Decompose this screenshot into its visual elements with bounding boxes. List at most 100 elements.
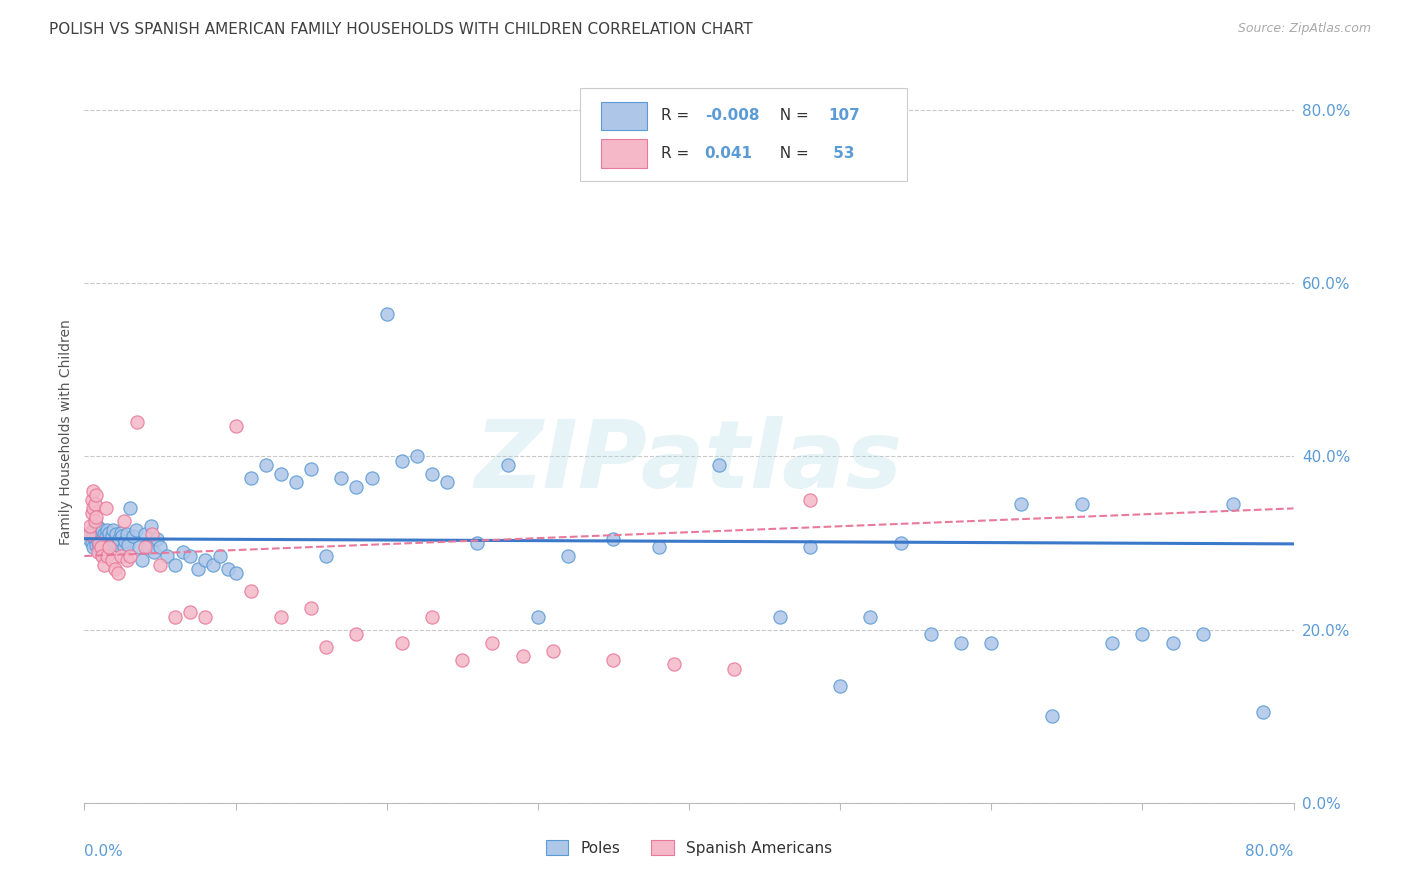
Point <box>82 529 104 543</box>
Point <box>107 538 129 552</box>
Text: POLISH VS SPANISH AMERICAN FAMILY HOUSEHOLDS WITH CHILDREN CORRELATION CHART: POLISH VS SPANISH AMERICAN FAMILY HOUSEH… <box>49 22 752 37</box>
Point <box>194 553 217 567</box>
Point <box>1071 497 1094 511</box>
Point <box>1130 627 1153 641</box>
Point <box>80 523 103 537</box>
Point <box>406 450 429 464</box>
Point <box>285 475 308 490</box>
Point <box>77 532 100 546</box>
Point <box>111 529 134 543</box>
Point <box>112 515 135 529</box>
Point <box>134 541 156 555</box>
Point <box>451 653 474 667</box>
Point <box>830 679 852 693</box>
Point <box>93 536 115 550</box>
Point <box>391 454 413 468</box>
Point <box>91 532 114 546</box>
Point <box>602 532 624 546</box>
Point <box>141 527 163 541</box>
Point <box>91 549 114 563</box>
Point <box>79 518 101 533</box>
Point <box>139 518 162 533</box>
Point <box>225 419 247 434</box>
Point <box>149 558 172 572</box>
Point <box>108 532 131 546</box>
Point <box>890 536 912 550</box>
Point <box>98 538 121 552</box>
Point <box>1040 709 1063 723</box>
Point <box>131 553 153 567</box>
Point <box>225 566 247 581</box>
Point <box>1192 627 1215 641</box>
Point <box>118 501 141 516</box>
Point <box>330 471 353 485</box>
Point <box>94 501 117 516</box>
Point <box>165 609 187 624</box>
Point <box>315 549 337 563</box>
Point <box>920 627 942 641</box>
Point <box>96 536 118 550</box>
Point <box>87 534 110 549</box>
Point <box>87 544 110 558</box>
Point <box>799 492 821 507</box>
Point <box>94 541 117 555</box>
Point <box>121 529 143 543</box>
Point <box>87 520 110 534</box>
Point <box>723 662 745 676</box>
Point <box>101 523 124 537</box>
Point <box>187 562 209 576</box>
Point <box>209 549 232 563</box>
Point <box>769 609 792 624</box>
Point <box>420 467 443 481</box>
Text: N =: N = <box>770 146 814 161</box>
Point <box>527 609 550 624</box>
Point <box>239 583 262 598</box>
Point <box>391 635 413 649</box>
Point <box>299 601 322 615</box>
Text: 80.0%: 80.0% <box>1246 844 1294 858</box>
Point <box>179 605 201 619</box>
Point <box>142 544 165 558</box>
Point <box>346 627 368 641</box>
Point <box>86 525 108 540</box>
Point <box>100 553 122 567</box>
Point <box>117 538 139 552</box>
Point <box>146 532 169 546</box>
FancyBboxPatch shape <box>600 102 647 130</box>
Point <box>980 635 1002 649</box>
Text: R =: R = <box>661 146 695 161</box>
Point <box>79 527 101 541</box>
Point <box>84 515 107 529</box>
Point <box>420 609 443 624</box>
Point <box>602 653 624 667</box>
Text: 53: 53 <box>828 146 855 161</box>
Point <box>1101 635 1123 649</box>
Point <box>127 415 149 429</box>
Point <box>156 549 179 563</box>
Point <box>84 518 107 533</box>
Text: Source: ZipAtlas.com: Source: ZipAtlas.com <box>1237 22 1371 36</box>
Point <box>90 538 112 552</box>
Point <box>107 566 129 581</box>
Point <box>96 523 118 537</box>
Point <box>82 541 104 555</box>
Point <box>799 541 821 555</box>
Point <box>115 553 138 567</box>
Point <box>104 562 127 576</box>
Point <box>217 562 239 576</box>
FancyBboxPatch shape <box>581 88 907 181</box>
Point <box>89 529 111 543</box>
Point <box>149 541 172 555</box>
Point <box>270 467 292 481</box>
Point <box>172 544 194 558</box>
Point <box>859 609 882 624</box>
Point <box>201 558 224 572</box>
Point <box>86 538 108 552</box>
Point <box>1222 497 1244 511</box>
Text: 0.0%: 0.0% <box>84 844 124 858</box>
Point <box>950 635 973 649</box>
Point <box>360 471 382 485</box>
Point <box>84 532 107 546</box>
Point <box>125 523 148 537</box>
Point <box>299 462 322 476</box>
